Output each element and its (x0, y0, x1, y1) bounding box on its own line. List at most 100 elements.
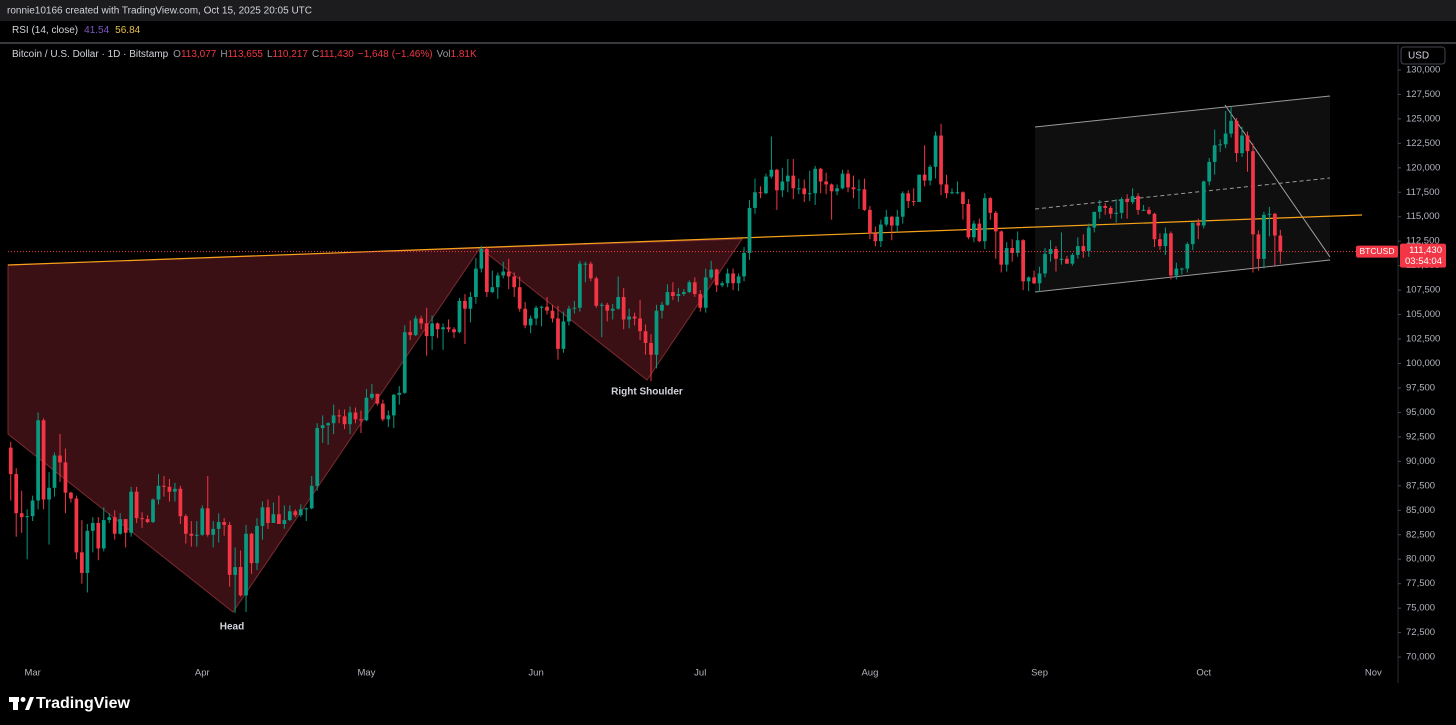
candle-body (167, 486, 172, 492)
candle-body (331, 415, 336, 424)
candle-body (506, 271, 511, 277)
channel-lower (1034, 259, 1331, 293)
y-tick-label: 130,000 (1406, 64, 1440, 75)
legend-volume: 1.81K (451, 49, 477, 60)
candle-body (1032, 277, 1036, 284)
candle-body (85, 530, 90, 573)
y-tick-label: 122,500 (1406, 138, 1440, 149)
candle-body (665, 292, 670, 305)
candle-body (495, 275, 500, 288)
candle-body (900, 193, 905, 217)
candle-body (216, 522, 221, 529)
candle-body (74, 498, 79, 553)
candle-body (681, 292, 686, 295)
candle-body (632, 316, 637, 319)
candle-body (840, 173, 845, 189)
y-tick-label: 85,000 (1406, 505, 1435, 516)
candle-body (599, 304, 604, 306)
candle-body (1190, 222, 1195, 245)
candle-body (1245, 135, 1250, 152)
candle-body (430, 323, 434, 337)
currency[interactable]: USD (1408, 51, 1429, 62)
candle-body (1256, 234, 1261, 259)
y-tick-label: 90,000 (1406, 456, 1435, 467)
candle-body (348, 412, 352, 425)
candle-body (1059, 258, 1064, 260)
legend-key: O (173, 49, 181, 60)
x-tick-label: Nov (1365, 668, 1382, 679)
candle-body (162, 485, 166, 487)
legend-change: −1,648 (358, 49, 389, 60)
candle-body (928, 166, 932, 181)
candle-body (610, 308, 615, 311)
candle-body (643, 331, 648, 343)
candle-body (178, 488, 183, 517)
y-tick-label: 82,500 (1406, 529, 1435, 540)
candle-body (534, 307, 538, 319)
candle-body (895, 216, 900, 226)
candle-body (1026, 277, 1031, 282)
candle-body (747, 207, 752, 253)
annotation: Head (220, 622, 244, 633)
candle-body (660, 304, 664, 311)
indicator-row: RSI (14, close) 41.54 56.84 (12, 25, 141, 36)
candle-body (200, 508, 205, 535)
x-tick-label: Aug (861, 668, 878, 679)
candle-body (320, 425, 325, 429)
y-tick-label: 117,500 (1406, 187, 1440, 198)
candle-body (1037, 273, 1042, 284)
candle-body (1212, 145, 1217, 162)
candle-body (342, 416, 347, 425)
candle-body (917, 174, 922, 203)
legend-value: 113,655 (228, 49, 264, 60)
candle-body (1223, 133, 1228, 145)
candle-body (457, 300, 462, 333)
candle-body (463, 300, 467, 309)
candle-body (41, 420, 46, 500)
candle-body (255, 525, 259, 564)
legend-value: 110,217 (273, 49, 309, 60)
candle-body (961, 192, 965, 205)
x-tick-label: Jun (528, 668, 543, 679)
currency-box[interactable] (1400, 46, 1446, 65)
candle-body (271, 514, 276, 524)
candle-body (720, 283, 725, 286)
candle-body (889, 216, 894, 226)
legend-value: 113,077 (181, 49, 217, 60)
candle-body (238, 567, 243, 596)
candle-body (835, 188, 839, 192)
candle-body (402, 332, 407, 393)
candle-body (112, 517, 117, 534)
candle-body (1070, 254, 1075, 264)
candle-body (1004, 248, 1009, 265)
candle-body (282, 520, 287, 524)
y-tick-label: 127,500 (1406, 89, 1440, 100)
candle-body (446, 327, 451, 330)
candle-body (523, 308, 528, 326)
y-tick-label: 115,000 (1406, 211, 1440, 222)
candle-body (474, 268, 478, 297)
candle-body (1125, 199, 1129, 203)
candle-body (567, 308, 571, 322)
candle-body (1048, 249, 1053, 254)
candle-body (1262, 214, 1266, 259)
candle-body (326, 423, 330, 426)
candle-body (977, 223, 982, 242)
y-tick-label: 92,500 (1406, 431, 1435, 442)
candle-body (173, 488, 177, 492)
candle-body (857, 189, 861, 191)
candle-body (484, 249, 489, 293)
candle-body (1273, 213, 1277, 236)
candle-body (922, 174, 927, 181)
x-tick-label: Sep (1031, 668, 1048, 679)
candle-body (517, 287, 522, 309)
candle-body (868, 209, 872, 234)
candle-body (578, 263, 582, 308)
candle-body (47, 487, 51, 500)
x-tick-label: Apr (195, 668, 210, 679)
x-tick-label: May (357, 668, 375, 679)
candle-body (14, 474, 19, 514)
candle-body (1169, 233, 1173, 276)
candle-body (25, 516, 30, 518)
candle-body (955, 192, 960, 194)
